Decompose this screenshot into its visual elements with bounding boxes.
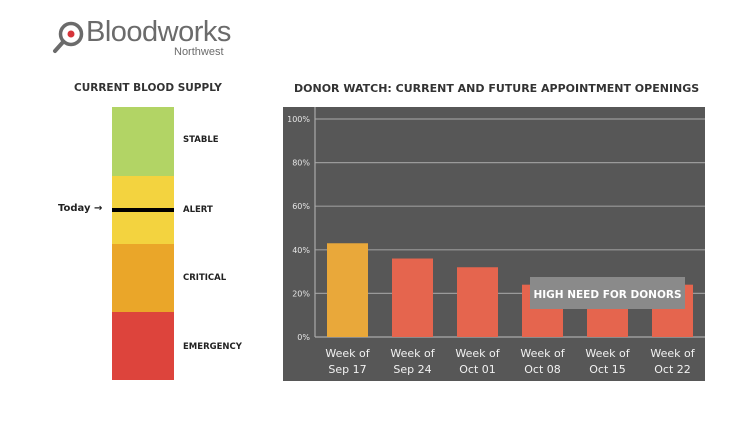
- gauge-segment-critical: [112, 244, 174, 312]
- chart-svg: 0% 20% 40% 60% 80% 100% Week of Sep 17 Week of Se…: [287, 107, 705, 376]
- annotation-text: HIGH NEED FOR DONORS: [533, 289, 681, 301]
- y-tick-label: 100%: [287, 115, 310, 124]
- x-tick-label-line1: Week of: [585, 347, 630, 360]
- x-tick-label-line2: Sep 17: [328, 363, 366, 376]
- x-tick-label-line1: Week of: [390, 347, 435, 360]
- x-tick-label-line1: Week of: [325, 347, 370, 360]
- bar-oct-01: [457, 267, 498, 337]
- today-label: Today →: [58, 203, 103, 214]
- x-tick-label-line1: Week of: [650, 347, 695, 360]
- y-tick-label: 40%: [292, 246, 310, 255]
- magnifier-drop-icon: [53, 21, 84, 53]
- gauge-label-alert: ALERT: [183, 205, 213, 215]
- today-marker: [112, 208, 174, 212]
- logo-subtitle: Northwest: [174, 46, 224, 58]
- blood-supply-title: CURRENT BLOOD SUPPLY: [74, 82, 222, 94]
- x-tick-label-line2: Oct 15: [589, 363, 626, 376]
- gauge-label-critical: CRITICAL: [183, 273, 227, 283]
- gauge-label-emergency: EMERGENCY: [183, 342, 242, 352]
- y-tick-label: 0%: [297, 333, 310, 342]
- annotation-box: [530, 277, 685, 309]
- logo-name: Bloodworks: [86, 16, 231, 48]
- donor-watch-chart: 0% 20% 40% 60% 80% 100% Week of Sep 17 Week of Se…: [283, 107, 705, 381]
- y-tick-label: 60%: [292, 202, 310, 211]
- gauge-label-stable: STABLE: [183, 135, 219, 145]
- x-tick-label-line2: Oct 08: [524, 363, 561, 376]
- x-tick-label-line2: Oct 22: [654, 363, 691, 376]
- x-tick-label-line2: Sep 24: [393, 363, 431, 376]
- gauge-segment-stable: [112, 107, 174, 176]
- bar-sep-17: [327, 243, 368, 337]
- gauge-segment-emergency: [112, 312, 174, 380]
- x-tick-label-line1: Week of: [520, 347, 565, 360]
- y-tick-label: 20%: [292, 289, 310, 298]
- x-tick-label-line1: Week of: [455, 347, 500, 360]
- bar-sep-24: [392, 258, 433, 337]
- chart-title: DONOR WATCH: CURRENT AND FUTURE APPOINTM…: [294, 82, 700, 95]
- x-tick-label-line2: Oct 01: [459, 363, 496, 376]
- y-tick-label: 80%: [292, 159, 310, 168]
